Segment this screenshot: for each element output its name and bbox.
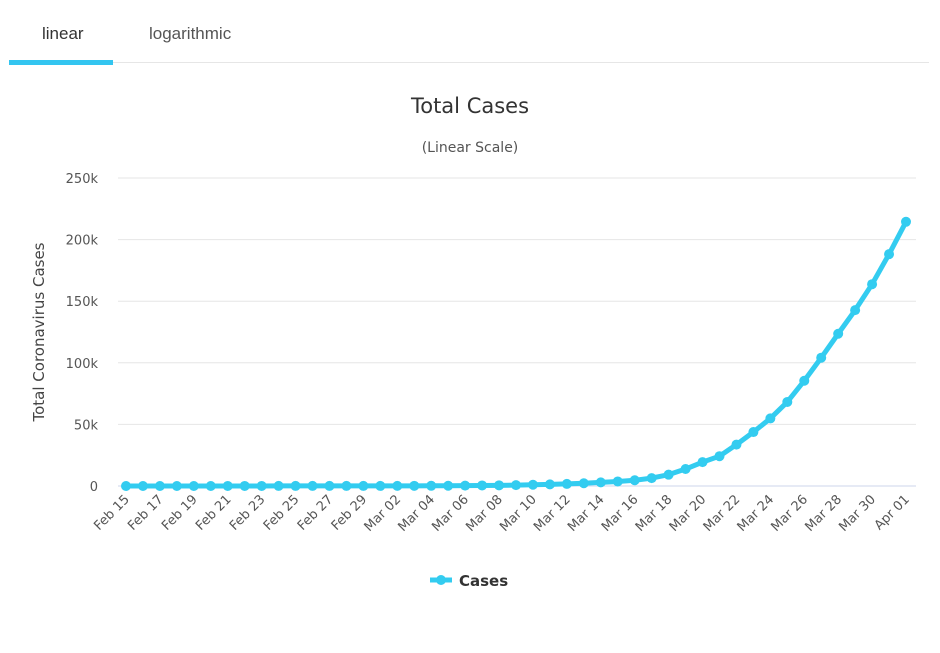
x-tick-label: Mar 22 xyxy=(701,492,744,535)
data-point[interactable] xyxy=(409,480,420,491)
data-point[interactable] xyxy=(392,480,403,491)
data-point[interactable] xyxy=(256,480,267,491)
data-point[interactable] xyxy=(460,480,471,491)
x-tick-label: Mar 24 xyxy=(735,492,778,535)
data-point[interactable] xyxy=(171,480,182,491)
data-point[interactable] xyxy=(697,457,708,468)
data-point[interactable] xyxy=(884,249,895,260)
data-point[interactable] xyxy=(375,480,386,491)
data-point[interactable] xyxy=(765,413,776,424)
data-point[interactable] xyxy=(714,451,725,462)
y-tick-label: 150k xyxy=(66,295,99,310)
x-tick-label: Mar 20 xyxy=(667,492,710,535)
data-point[interactable] xyxy=(901,216,911,227)
data-point[interactable] xyxy=(595,477,606,488)
chart-title: Total Cases xyxy=(410,94,529,118)
data-point[interactable] xyxy=(222,480,233,491)
data-point[interactable] xyxy=(612,476,623,487)
data-point[interactable] xyxy=(358,480,369,491)
legend-item-cases[interactable]: Cases xyxy=(430,572,508,590)
chart-subtitle: (Linear Scale) xyxy=(422,140,519,156)
scale-tabs: linear logarithmic xyxy=(9,0,929,65)
data-point[interactable] xyxy=(307,480,318,491)
data-point[interactable] xyxy=(341,480,352,491)
data-point[interactable] xyxy=(578,478,589,489)
data-point[interactable] xyxy=(646,473,657,484)
x-tick-label: Feb 27 xyxy=(295,492,337,534)
data-point[interactable] xyxy=(273,480,284,491)
data-point[interactable] xyxy=(782,396,793,407)
x-tick-label: Mar 18 xyxy=(633,492,676,535)
x-tick-label: Mar 06 xyxy=(429,492,472,535)
y-tick-label: 100k xyxy=(66,357,99,372)
data-point[interactable] xyxy=(239,480,250,491)
data-point[interactable] xyxy=(731,439,742,450)
tab-logarithmic[interactable]: logarithmic xyxy=(149,24,232,43)
data-point[interactable] xyxy=(527,479,538,490)
x-tick-label: Mar 30 xyxy=(836,492,879,535)
data-point[interactable] xyxy=(561,478,572,489)
legend-label: Cases xyxy=(459,572,508,590)
x-tick-label: Mar 04 xyxy=(395,492,438,535)
x-tick-label: Mar 26 xyxy=(769,492,812,535)
data-point[interactable] xyxy=(188,480,199,491)
x-tick-label: Mar 10 xyxy=(497,492,540,535)
active-tab-indicator xyxy=(9,60,113,65)
data-point[interactable] xyxy=(833,328,844,339)
data-point[interactable] xyxy=(154,480,165,491)
data-point[interactable] xyxy=(680,464,691,475)
data-point[interactable] xyxy=(290,480,301,491)
x-tick-label: Mar 16 xyxy=(599,492,642,535)
x-tick-label: Mar 12 xyxy=(531,492,574,535)
y-tick-label: 250k xyxy=(66,172,99,187)
data-point[interactable] xyxy=(850,305,861,316)
data-point[interactable] xyxy=(799,375,810,386)
x-tick-label: Feb 15 xyxy=(91,492,133,534)
legend-marker xyxy=(436,575,446,585)
x-tick-label: Feb 19 xyxy=(159,492,201,534)
tab-linear[interactable]: linear xyxy=(42,24,84,43)
x-tick-label: Feb 21 xyxy=(193,492,235,534)
x-tick-label: Feb 25 xyxy=(261,492,303,534)
data-point[interactable] xyxy=(663,469,674,480)
data-point[interactable] xyxy=(121,480,131,491)
x-tick-label: Mar 28 xyxy=(802,492,845,535)
series-line-cases xyxy=(126,220,909,489)
data-point[interactable] xyxy=(443,480,454,491)
y-axis-label: Total Coronavirus Cases xyxy=(30,242,48,422)
data-point[interactable] xyxy=(748,427,759,438)
y-tick-label: 50k xyxy=(74,418,99,433)
data-point[interactable] xyxy=(205,480,216,491)
data-point[interactable] xyxy=(629,475,640,486)
data-point[interactable] xyxy=(324,480,335,491)
data-point[interactable] xyxy=(867,279,878,290)
data-point[interactable] xyxy=(426,480,437,491)
data-point[interactable] xyxy=(494,480,505,491)
data-point[interactable] xyxy=(544,479,555,490)
x-tick-label: Mar 08 xyxy=(463,492,506,535)
x-tick-label: Apr 01 xyxy=(872,492,913,533)
data-point[interactable] xyxy=(511,480,521,491)
x-tick-label: Mar 02 xyxy=(362,492,405,535)
y-tick-label: 200k xyxy=(66,234,99,249)
y-tick-label: 0 xyxy=(90,480,98,495)
x-tick-label: Feb 17 xyxy=(125,492,167,534)
data-point[interactable] xyxy=(137,480,148,491)
data-point[interactable] xyxy=(816,352,827,363)
x-tick-label: Mar 14 xyxy=(565,492,608,535)
x-tick-label: Feb 23 xyxy=(227,492,269,534)
data-point[interactable] xyxy=(477,480,488,491)
